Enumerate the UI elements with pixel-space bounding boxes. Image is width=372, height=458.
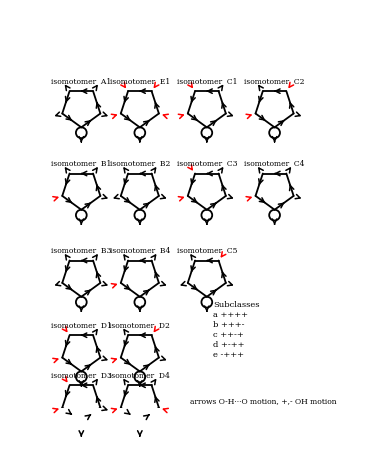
Text: d +-++: d +-++ — [213, 341, 244, 349]
Text: isomotomer  D1: isomotomer D1 — [51, 322, 112, 330]
Text: c ++-+: c ++-+ — [213, 332, 244, 339]
Text: isomotomer  B1: isomotomer B1 — [51, 160, 112, 169]
Text: isomotomer  B2: isomotomer B2 — [110, 160, 170, 169]
Text: isomotomer  A1: isomotomer A1 — [51, 78, 112, 86]
Text: Subclasses: Subclasses — [213, 301, 260, 309]
Text: a ++++: a ++++ — [213, 311, 248, 319]
Text: isomotomer  C3: isomotomer C3 — [176, 160, 237, 169]
Text: arrows O-H···O motion, +,- OH motion: arrows O-H···O motion, +,- OH motion — [190, 398, 337, 406]
Text: isomotomer  C4: isomotomer C4 — [244, 160, 305, 169]
Text: b +++-: b +++- — [213, 322, 244, 329]
Text: isomotomer  C1: isomotomer C1 — [177, 78, 237, 86]
Text: isomotomer  D2: isomotomer D2 — [109, 322, 170, 330]
Text: e -+++: e -+++ — [213, 351, 244, 360]
Text: isomotomer  D4: isomotomer D4 — [109, 372, 170, 380]
Text: isomotomer  E1: isomotomer E1 — [110, 78, 170, 86]
Text: isomotomer  C5: isomotomer C5 — [177, 247, 237, 256]
Text: isomotomer  D3: isomotomer D3 — [51, 372, 112, 380]
Text: isomotomer  B4: isomotomer B4 — [110, 247, 170, 256]
Text: isomotomer  C2: isomotomer C2 — [244, 78, 305, 86]
Text: isomotomer  B3: isomotomer B3 — [51, 247, 112, 256]
